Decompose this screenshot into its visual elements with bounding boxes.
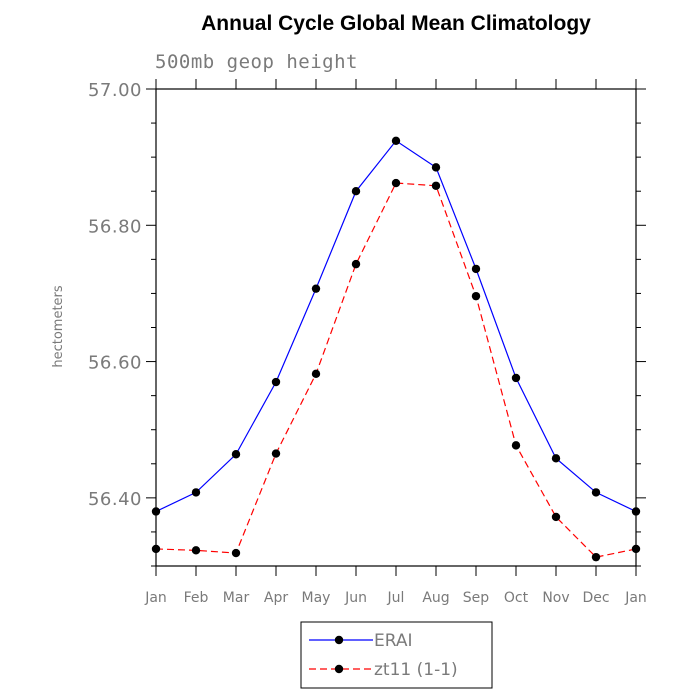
x-tick-label: Oct (504, 590, 529, 606)
series-line (155, 139, 637, 513)
data-point (151, 544, 161, 554)
legend-box (300, 621, 493, 689)
x-tick-label: Sep (463, 590, 490, 606)
data-point (311, 284, 321, 293)
x-tick-label: Apr (264, 590, 288, 606)
plot-frame (155, 88, 637, 567)
chart-title: Annual Cycle Global Mean Climatology (201, 12, 591, 35)
legend-label: zt11 (1-1) (374, 660, 458, 680)
x-tick-label: Dec (582, 590, 609, 606)
data-point (391, 136, 401, 145)
data-point (551, 512, 561, 522)
data-point (431, 181, 441, 190)
data-point (191, 488, 201, 497)
data-point (591, 488, 601, 497)
x-tick-label: Mar (223, 590, 250, 606)
data-point (311, 369, 321, 379)
data-point (351, 187, 361, 196)
y-tick-label: 57.00 (88, 80, 142, 101)
data-point (631, 507, 641, 516)
y-tick-label: 56.60 (88, 353, 142, 374)
data-point (271, 449, 281, 458)
legend-marker (334, 635, 344, 645)
x-tick-label: Jan (624, 590, 647, 606)
y-axis: 56.40 56.60 56.80 57.00 (88, 80, 646, 567)
x-tick-label: Aug (422, 590, 449, 606)
chart-subtitle: 500mb geop height (155, 51, 358, 73)
data-point (391, 178, 401, 188)
data-point (591, 552, 601, 562)
legend: ERAI zt11 (1-1) (300, 621, 493, 689)
x-tick-label: Jul (387, 590, 405, 606)
x-tick-label: Jan (144, 590, 167, 606)
y-axis-label: hectometers (51, 285, 66, 368)
data-point (431, 163, 441, 172)
series-erai (151, 136, 641, 516)
data-point (231, 450, 241, 459)
data-point (191, 546, 201, 555)
x-tick-label: Jun (344, 590, 367, 606)
data-point (151, 507, 161, 516)
x-tick-label: May (302, 590, 331, 606)
legend-label: ERAI (374, 631, 413, 651)
plot-border (155, 88, 637, 567)
x-axis: Jan Feb Mar Apr May Jun Jul Aug Sep Oct Nov Dec Jan (144, 79, 647, 606)
y-tick-label: 56.40 (88, 489, 142, 510)
series-layer (151, 136, 641, 562)
data-point (471, 264, 481, 274)
y-tick-label: 56.80 (88, 216, 142, 237)
data-point (471, 291, 481, 301)
x-tick-label: Nov (542, 590, 569, 606)
data-point (231, 548, 241, 558)
x-tick-label: Feb (184, 590, 209, 606)
data-point (551, 454, 561, 463)
series-zt11 (151, 178, 641, 562)
data-point (511, 373, 521, 383)
data-point (631, 544, 641, 554)
legend-marker (334, 664, 344, 674)
series-line (155, 182, 637, 558)
data-point (511, 441, 521, 450)
data-point (351, 259, 361, 269)
data-point (271, 377, 281, 387)
